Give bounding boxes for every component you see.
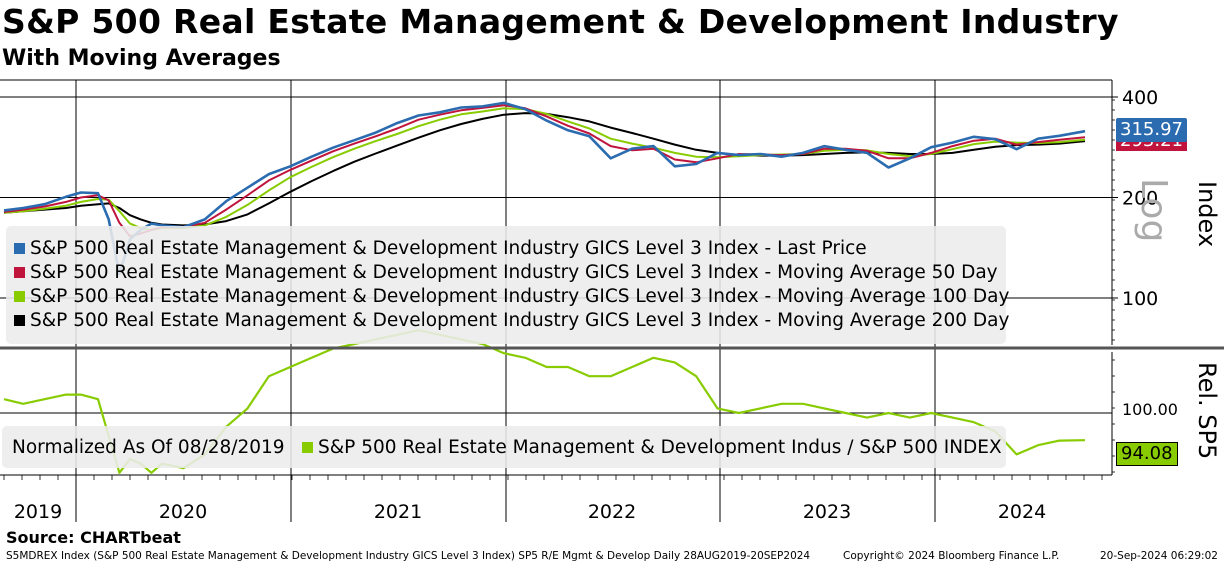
swatch-ma100 [14, 291, 25, 302]
x-label-2022: 2022 [588, 501, 636, 523]
relative-value-box: 94.08 [1116, 442, 1178, 466]
legend-last-price-label: S&P 500 Real Estate Management & Develop… [30, 238, 867, 259]
ytick-label-lower: 100.00 [1122, 400, 1178, 419]
log-scale-label: Log [1133, 178, 1174, 242]
lower-ylabel: Rel. SP5 [1193, 362, 1221, 459]
legend-ma200: S&P 500 Real Estate Management & Develop… [14, 310, 1009, 331]
ytick-label-upper-2: 400 [1122, 87, 1158, 109]
x-label-2023: 2023 [803, 501, 851, 523]
x-label-2021: 2021 [374, 501, 422, 523]
legend-ma50: S&P 500 Real Estate Management & Develop… [14, 262, 998, 283]
ytick-label-upper-1: 200 [1122, 188, 1158, 210]
legend-ma50-label: S&P 500 Real Estate Management & Develop… [30, 262, 998, 283]
swatch-ma50 [14, 267, 25, 278]
lower-legend: Normalized As Of 08/28/2019 S&P 500 Real… [2, 426, 1006, 468]
chart-title: S&P 500 Real Estate Management & Develop… [2, 2, 1119, 41]
swatch-ma200 [14, 315, 25, 326]
series-line-ma100 [3, 107, 1086, 231]
swatch-last-price [14, 243, 25, 254]
swatch-relative [302, 442, 313, 453]
legend-normalized: Normalized As Of 08/28/2019 [12, 437, 285, 458]
last-price-box: 315.97 [1116, 118, 1187, 142]
chart-subtitle: With Moving Averages [2, 46, 281, 71]
legend-ma100-label: S&P 500 Real Estate Management & Develop… [30, 286, 1010, 307]
ytick-label-upper-0: 100 [1122, 288, 1158, 310]
footer-copyright: Copyright© 2024 Bloomberg Finance L.P. [843, 550, 1060, 562]
series-line-ma50 [3, 104, 1086, 238]
legend-relative: S&P 500 Real Estate Management & Develop… [302, 437, 1002, 458]
x-label-2024: 2024 [998, 501, 1046, 523]
legend-last-price: S&P 500 Real Estate Management & Develop… [14, 238, 867, 259]
footer-description: S5MDREX Index (S&P 500 Real Estate Manag… [6, 550, 811, 562]
x-label-2019: 2019 [14, 501, 62, 523]
series-line-ma200 [3, 112, 1086, 227]
footer-timestamp: 20-Sep-2024 06:29:02 [1100, 550, 1218, 562]
x-label-2020: 2020 [159, 501, 207, 523]
legend-relative-label: S&P 500 Real Estate Management & Develop… [318, 437, 1002, 458]
upper-legend: S&P 500 Real Estate Management & Develop… [6, 226, 1009, 344]
upper-ylabel: Index [1193, 181, 1221, 247]
source-note: Source: CHARTbeat [6, 528, 181, 547]
legend-ma200-label: S&P 500 Real Estate Management & Develop… [30, 310, 1010, 331]
legend-ma100: S&P 500 Real Estate Management & Develop… [14, 286, 1009, 307]
